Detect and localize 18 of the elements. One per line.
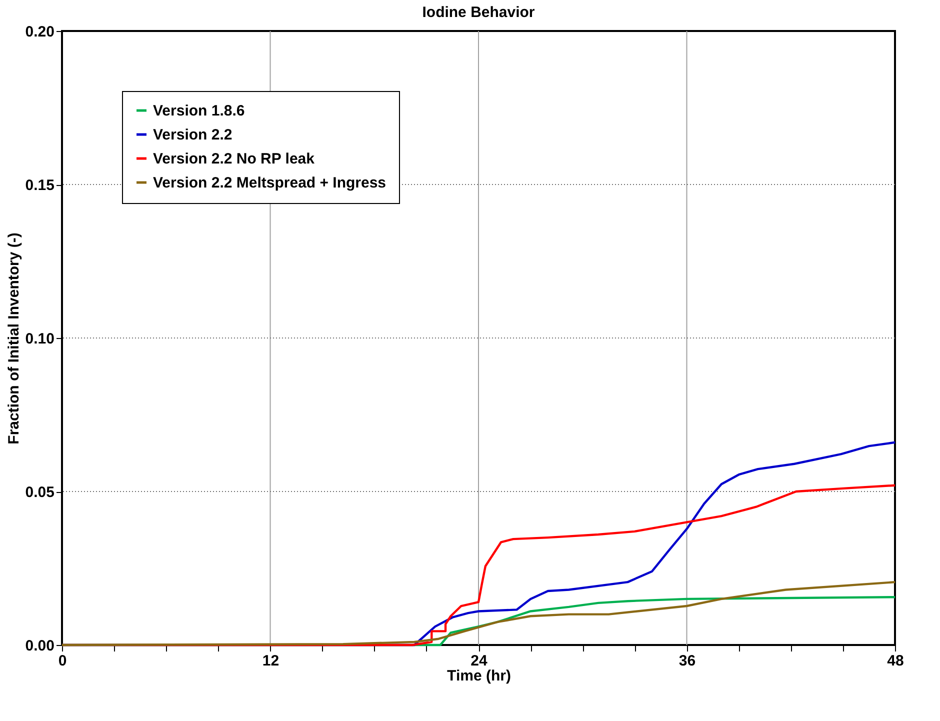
x-tick-label: 12 [262, 652, 280, 670]
y-axis-title: Fraction of Initial Inventory (-) [5, 232, 22, 444]
y-tick-label: 0.05 [25, 484, 54, 501]
x-tick-label: 48 [887, 652, 904, 670]
line-series [60, 580, 896, 646]
legend-label: Version 2.2 [153, 126, 232, 144]
legend-label: Version 2.2 Meltspread + Ingress [153, 174, 386, 192]
legend-label: Version 1.8.6 [153, 102, 245, 120]
chart-title: Iodine Behavior [422, 4, 535, 21]
x-axis-title: Time (hr) [447, 668, 511, 684]
y-tick-label: 0.10 [25, 330, 54, 348]
y-tick-label: 0.00 [25, 638, 54, 654]
y-tick-label: 0.15 [25, 177, 54, 194]
x-tick-label: 24 [470, 652, 488, 670]
y-tick-label: 0.20 [25, 24, 54, 40]
x-tick-label: 36 [678, 652, 696, 670]
legend-label: Version 2.2 No RP leak [153, 150, 316, 168]
x-tick-label: 0 [58, 652, 67, 670]
